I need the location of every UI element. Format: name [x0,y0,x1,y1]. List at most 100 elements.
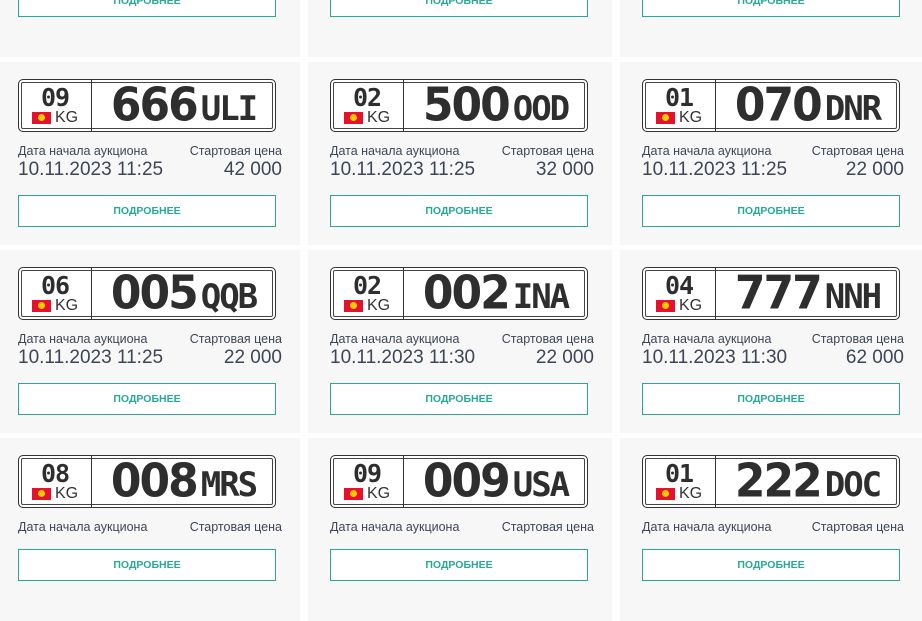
lot-card: 01 KG 222 DOC Дата начала аукциона Старт… [620,438,922,621]
price-label: Стартовая цена [811,332,904,346]
plate-region: 02 KG [331,80,404,131]
start-price: 32 000 [535,159,594,180]
plate-number: 666 ULI [92,80,275,131]
price-label: Стартовая цена [501,332,594,346]
price-label: Стартовая цена [811,144,904,158]
details-button[interactable]: ПОДРОБНЕЕ [642,383,900,415]
date-label: Дата начала аукциона [330,144,460,158]
details-button[interactable]: ПОДРОБНЕЕ [642,0,900,17]
region-code: 08 [40,458,70,488]
details-button[interactable]: ПОДРОБНЕЕ [330,383,588,415]
lot-card: KG Дата начала аукциона Стартовая цена П… [620,0,922,57]
license-plate: 08 KG 008 MRS [18,455,276,508]
plate-number: 500 OOD [404,80,587,131]
price-label: Стартовая цена [501,144,594,158]
start-price: 22 000 [845,159,904,180]
license-plate: 01 KG 070 DNR [642,79,900,132]
plate-region: 01 KG [643,456,716,507]
details-button[interactable]: ПОДРОБНЕЕ [330,549,588,581]
plate-number: 002 INA [404,268,587,319]
region-code: 01 [664,82,694,112]
country-code: KG [678,484,703,502]
auction-date: 10.11.2023 11:30 [642,347,788,368]
kyrgyz-flag-icon [31,487,51,500]
country-code: KG [54,484,79,502]
price-label: Стартовая цена [189,520,282,534]
region-code: 01 [664,458,694,488]
date-label: Дата начала аукциона [642,332,772,346]
lot-card: 06 KG 005 QQB Дата начала аукциона 10.11.… [0,250,300,433]
kyrgyz-flag-icon [31,299,51,312]
start-price: 22 000 [535,347,594,368]
plate-digits: 777 [734,266,823,321]
region-code: 09 [352,458,382,488]
license-plate: 09 KG 666 ULI [18,79,276,132]
price-label: Стартовая цена [189,144,282,158]
lot-card: 01 KG 070 DNR Дата начала аукциона 10.11.… [620,62,922,245]
details-button[interactable]: ПОДРОБНЕЕ [330,195,588,227]
details-button[interactable]: ПОДРОБНЕЕ [18,0,276,17]
country-code: KG [678,296,703,314]
plate-letters: NNH [824,277,882,317]
auction-date: 10.11.2023 11:25 [330,159,476,180]
plate-digits: 008 [110,454,199,509]
country-code: KG [54,296,79,314]
plate-letters: DOC [824,465,882,505]
plate-region: 02 KG [331,268,404,319]
details-button[interactable]: ПОДРОБНЕЕ [18,195,276,227]
region-code: 02 [352,270,382,300]
details-button[interactable]: ПОДРОБНЕЕ [330,0,588,17]
plate-number: 009 USA [404,456,587,507]
region-code: 04 [664,270,694,300]
start-price: 62 000 [845,347,904,368]
details-button[interactable]: ПОДРОБНЕЕ [642,195,900,227]
lot-card: 09 KG 666 ULI Дата начала аукциона 10.11.… [0,62,300,245]
plate-digits: 009 [422,454,511,509]
plate-number: 005 QQB [92,268,275,319]
kyrgyz-flag-icon [655,111,675,124]
plate-letters: INA [512,277,570,317]
region-code: 09 [40,82,70,112]
license-plate: 09 KG 009 USA [330,455,588,508]
date-label: Дата начала аукциона [642,520,772,534]
kyrgyz-flag-icon [343,487,363,500]
date-label: Дата начала аукциона [18,332,148,346]
kyrgyz-flag-icon [655,299,675,312]
date-label: Дата начала аукциона [330,332,460,346]
plate-number: 008 MRS [92,456,275,507]
plate-letters: USA [512,465,570,505]
plate-letters: ULI [200,89,258,129]
kyrgyz-flag-icon [655,487,675,500]
plate-digits: 005 [110,266,199,321]
details-button[interactable]: ПОДРОБНЕЕ [18,549,276,581]
price-label: Стартовая цена [811,520,904,534]
details-button[interactable]: ПОДРОБНЕЕ [642,549,900,581]
region-code: 02 [352,82,382,112]
kyrgyz-flag-icon [31,111,51,124]
plate-digits: 222 [734,454,823,509]
plate-letters: DNR [824,89,882,129]
price-label: Стартовая цена [501,520,594,534]
license-plate: 02 KG 500 OOD [330,79,588,132]
lot-card: 08 KG 008 MRS Дата начала аукциона Старт… [0,438,300,621]
plate-region: 06 KG [19,268,92,319]
plate-letters: MRS [200,465,258,505]
kyrgyz-flag-icon [343,111,363,124]
plate-digits: 666 [110,78,199,133]
plate-region: 09 KG [331,456,404,507]
date-label: Дата начала аукциона [18,144,148,158]
lot-card: KG Дата начала аукциона Стартовая цена П… [308,0,612,57]
license-plate: 01 KG 222 DOC [642,455,900,508]
lot-card: 09 KG 009 USA Дата начала аукциона Старт… [308,438,612,621]
start-price: 42 000 [223,159,282,180]
auction-date: 10.11.2023 11:25 [18,347,164,368]
details-button[interactable]: ПОДРОБНЕЕ [18,383,276,415]
price-label: Стартовая цена [189,332,282,346]
country-code: KG [366,484,391,502]
country-code: KG [54,108,79,126]
plate-number: 222 DOC [716,456,899,507]
lot-card: 02 KG 500 OOD Дата начала аукциона 10.11.… [308,62,612,245]
date-label: Дата начала аукциона [642,144,772,158]
date-label: Дата начала аукциона [330,520,460,534]
